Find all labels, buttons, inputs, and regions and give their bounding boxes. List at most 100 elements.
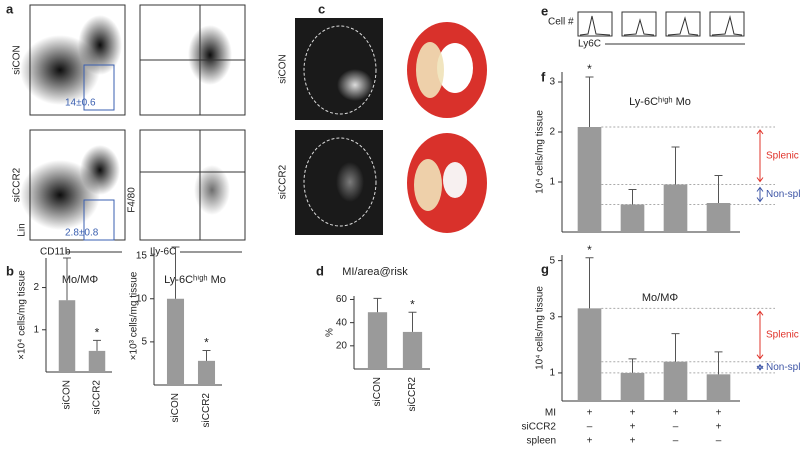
lumen bbox=[437, 43, 473, 93]
x-tick-label: siCON bbox=[62, 380, 73, 409]
condition-mark: + bbox=[673, 408, 679, 419]
error-bar bbox=[671, 146, 680, 185]
y-tick-label: 5 bbox=[549, 255, 555, 266]
outline bbox=[303, 25, 377, 115]
flow-density bbox=[188, 25, 232, 85]
condition-mark: – bbox=[587, 422, 593, 433]
y-tick-label: 5 bbox=[141, 337, 147, 348]
histograms bbox=[577, 11, 745, 37]
panel-letter: e bbox=[541, 3, 548, 18]
significance: * bbox=[410, 297, 415, 311]
y-tick-label: 3 bbox=[549, 77, 555, 88]
chart-title: Mo/MΦ bbox=[62, 274, 99, 286]
row-label: siCON bbox=[12, 45, 23, 74]
bar bbox=[577, 127, 602, 232]
row-label: siCON bbox=[278, 54, 289, 83]
arrow-head bbox=[756, 129, 764, 183]
error-bar bbox=[628, 358, 637, 373]
error-bar bbox=[373, 297, 382, 313]
axis-label: Lin bbox=[17, 223, 28, 236]
flow-density bbox=[20, 160, 100, 230]
flow-plots bbox=[20, 4, 246, 241]
row-label: siCCR2 bbox=[278, 164, 289, 199]
bar bbox=[166, 298, 185, 385]
error-bar bbox=[714, 351, 723, 375]
condition-mark: – bbox=[716, 436, 722, 447]
gate bbox=[83, 64, 115, 111]
condition-mark: + bbox=[630, 436, 636, 447]
signal bbox=[336, 162, 364, 202]
significance: * bbox=[95, 326, 100, 340]
axis-label: F4/80 bbox=[127, 187, 138, 213]
flow-density bbox=[80, 145, 120, 195]
bar bbox=[620, 372, 645, 401]
bracket-label: Splenic bbox=[766, 330, 799, 341]
chart-title: Ly-6Cʰⁱᵍʰ Mo bbox=[629, 96, 691, 108]
error-bar bbox=[671, 333, 680, 362]
condition-mark: – bbox=[673, 436, 679, 447]
bar bbox=[663, 184, 688, 232]
condition-mark: + bbox=[630, 408, 636, 419]
y-tick-label: 1 bbox=[549, 177, 555, 188]
y-tick-label: 1 bbox=[549, 368, 555, 379]
error-bar bbox=[585, 76, 594, 127]
significance: * bbox=[587, 62, 592, 76]
condition-mark: + bbox=[630, 422, 636, 433]
signal bbox=[337, 69, 373, 101]
y-axis-label: % bbox=[325, 328, 336, 337]
lumen bbox=[443, 162, 467, 198]
bar bbox=[367, 312, 388, 369]
chart-title: MI/area@risk bbox=[342, 266, 408, 278]
significance: * bbox=[204, 336, 209, 350]
image bbox=[295, 18, 383, 120]
panel-letter: c bbox=[318, 1, 325, 16]
panel-letter: d bbox=[316, 263, 324, 278]
condition-mark: + bbox=[716, 408, 722, 419]
histogram-curve bbox=[579, 15, 611, 36]
y-tick-label: 10 bbox=[136, 293, 148, 304]
y-tick-label: 40 bbox=[336, 317, 348, 328]
flow-density bbox=[78, 15, 122, 75]
y-axis-label: ×10³ cells/mg tissue bbox=[129, 271, 140, 360]
panel-letter: b bbox=[6, 263, 14, 278]
error-bar bbox=[585, 257, 594, 309]
bar bbox=[706, 203, 731, 232]
histogram bbox=[577, 11, 613, 37]
axis-label: Cell # bbox=[548, 17, 574, 28]
bar bbox=[663, 361, 688, 401]
axis-label: Ly-6C bbox=[150, 247, 176, 258]
error-bar bbox=[93, 339, 101, 351]
bar bbox=[58, 300, 76, 372]
x-tick-label: siCON bbox=[170, 393, 181, 422]
y-tick-label: 1 bbox=[33, 324, 39, 335]
error-bar bbox=[202, 350, 211, 361]
y-tick-label: 15 bbox=[136, 250, 148, 261]
condition-mark: + bbox=[587, 436, 593, 447]
histogram-curve bbox=[623, 18, 655, 36]
arrow-head bbox=[756, 363, 764, 371]
y-tick-label: 20 bbox=[336, 340, 348, 351]
bar bbox=[706, 374, 731, 401]
panel-letter: f bbox=[541, 69, 546, 84]
axis-label: Ly6C bbox=[578, 39, 601, 50]
infarct bbox=[414, 159, 442, 211]
bar bbox=[402, 331, 423, 369]
bracket-label: Non-splenic bbox=[766, 362, 800, 373]
bracket-label: Splenic bbox=[766, 150, 799, 161]
gate bbox=[83, 199, 115, 241]
condition-mark: + bbox=[587, 408, 593, 419]
x-tick-label: siCCR2 bbox=[201, 393, 212, 428]
x-tick-label: siCON bbox=[372, 377, 383, 406]
gate-value: 2.8±0.8 bbox=[65, 228, 99, 239]
significance: * bbox=[587, 243, 592, 257]
infarct bbox=[416, 42, 444, 98]
histogram bbox=[665, 11, 701, 37]
outline bbox=[303, 137, 377, 227]
condition-mark: + bbox=[716, 422, 722, 433]
y-tick-label: 3 bbox=[549, 311, 555, 322]
error-bar bbox=[408, 311, 417, 332]
y-tick-label: 2 bbox=[549, 127, 555, 138]
axis-label: CD11b bbox=[40, 247, 71, 258]
histogram bbox=[709, 11, 745, 37]
